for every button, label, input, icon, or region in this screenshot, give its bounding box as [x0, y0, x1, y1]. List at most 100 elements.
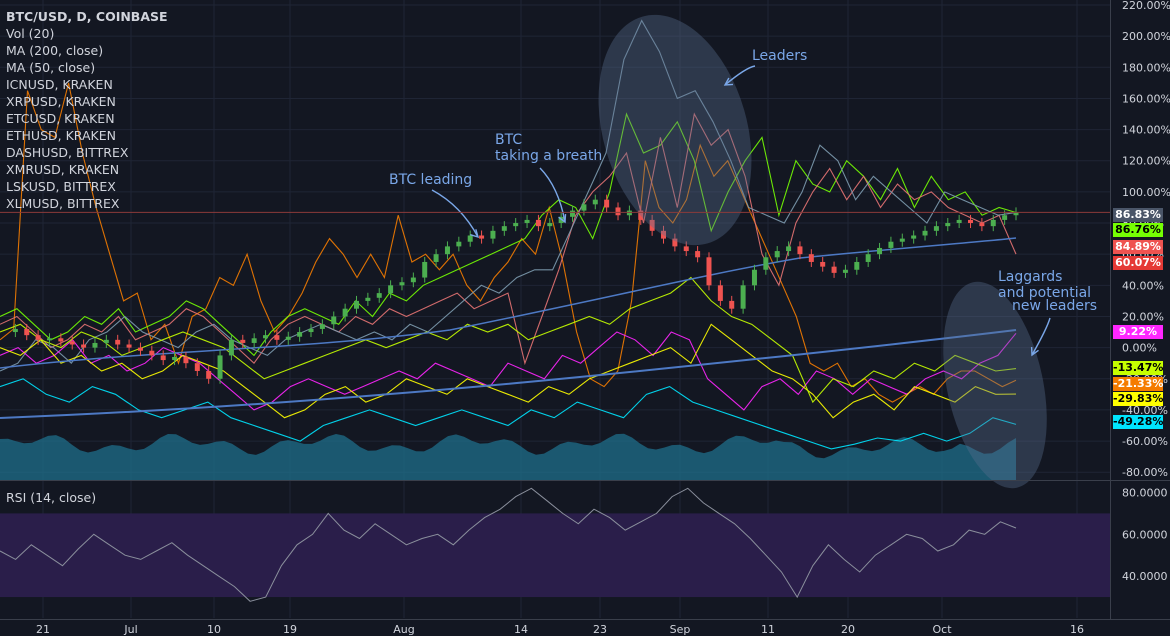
y-tick-label: 220.00%: [1122, 0, 1170, 12]
candle-body: [58, 338, 64, 342]
volume-area: [0, 433, 1016, 480]
candle-body: [547, 223, 553, 227]
legend-item: XLMUSD, BITTREX: [6, 196, 120, 211]
last-value-label: 84.89%: [1113, 240, 1163, 254]
highlight-laggards: [943, 281, 1047, 489]
candle-body: [126, 344, 132, 348]
candles: [12, 194, 1019, 384]
candle-body: [410, 277, 416, 283]
candle-body: [388, 285, 394, 294]
y-tick-label: 200.00%: [1122, 30, 1170, 43]
candle-body: [899, 238, 905, 242]
x-tick-label: 16: [1070, 623, 1084, 636]
series-line-slate: [0, 19, 1017, 372]
legend-item: ETHUSD, KRAKEN: [6, 128, 116, 143]
candle-body: [979, 223, 985, 227]
last-value-label: -13.47%: [1113, 361, 1164, 375]
y-tick-label: 100.00%: [1122, 186, 1170, 199]
y-tick-label: 20.00%: [1122, 310, 1164, 323]
candle-body: [422, 261, 428, 278]
rsi-band-rect: [0, 513, 1110, 598]
x-tick-label: 20: [841, 623, 855, 636]
candle-body: [717, 285, 723, 301]
candle-body: [888, 241, 894, 248]
candle-body: [729, 300, 735, 309]
candle-body: [649, 219, 655, 231]
y-tick-label: -80.00%: [1122, 466, 1168, 479]
candle-body: [774, 251, 780, 258]
x-tick-label: Oct: [932, 623, 952, 636]
legend: BTC/USD, D, COINBASE Vol (20) MA (200, c…: [6, 8, 168, 212]
legend-item: MA (50, close): [6, 60, 96, 75]
annotation-btc-breath-2: taking a breath: [495, 148, 603, 164]
legend-item: XRPUSD, KRAKEN: [6, 94, 116, 109]
ma50-line: [0, 237, 1017, 369]
legend-item: LSKUSD, BITTREX: [6, 179, 116, 194]
candle-body: [285, 336, 291, 340]
candle-body: [319, 324, 325, 329]
last-value-label: 60.07%: [1113, 256, 1163, 270]
series-line-lime: [0, 276, 1017, 404]
candle-body: [933, 226, 939, 231]
candle-body: [1013, 212, 1019, 216]
y-tick-label: 180.00%: [1122, 61, 1170, 74]
x-tick-label: 14: [514, 623, 528, 636]
last-value-label: 86.76%: [1113, 223, 1163, 237]
series-line-cyan: [0, 378, 1017, 450]
arrow-btc-leading: [431, 189, 479, 238]
candle-body: [990, 219, 996, 227]
rsi-tick-label: 60.0000: [1122, 528, 1168, 541]
candle-body: [763, 257, 769, 270]
candle-body: [399, 282, 405, 286]
candle-body: [137, 347, 143, 351]
x-tick-label: 10: [207, 623, 221, 636]
candle-body: [831, 266, 837, 273]
candle-body: [535, 219, 541, 227]
candle-body: [103, 339, 109, 343]
candle-body: [820, 261, 826, 267]
candle-body: [911, 235, 917, 239]
x-tick-label: Sep: [670, 623, 691, 636]
arrow-laggards-head: [1030, 346, 1039, 357]
candle-body: [661, 230, 667, 239]
arrow-btc-breath: [539, 167, 566, 223]
candle-body: [433, 254, 439, 262]
candle-body: [638, 210, 644, 220]
candle-body: [35, 335, 41, 340]
candle-body: [183, 356, 189, 364]
annotation-laggards-3: new leaders: [1012, 298, 1098, 314]
x-tick-label: 23: [593, 623, 607, 636]
x-tick-label: 21: [36, 623, 50, 636]
annotation-btc-breath-1: BTC: [495, 132, 523, 148]
candle-body: [240, 339, 246, 343]
candle-body: [24, 328, 30, 336]
annotation-laggards-1: Laggards: [998, 269, 1063, 285]
candle-body: [456, 241, 462, 247]
candle-body: [160, 355, 166, 361]
candle-body: [1002, 215, 1008, 220]
y-tick-label: -40.00%: [1122, 404, 1168, 417]
x-tick-label: 19: [283, 623, 297, 636]
candle-body: [490, 230, 496, 239]
annotation-arrows: [431, 65, 1051, 357]
candle-body: [376, 293, 382, 298]
x-tick-label: 11: [761, 623, 775, 636]
candle-body: [467, 235, 473, 242]
x-tick-label: Aug: [393, 623, 414, 636]
candle-body: [604, 199, 610, 208]
candle-body: [922, 230, 928, 236]
candle-body: [513, 223, 519, 227]
arrow-laggards: [1031, 317, 1051, 356]
candle-body: [626, 210, 632, 216]
legend-item: ICNUSD, KRAKEN: [6, 77, 113, 92]
rsi-line: [0, 487, 1017, 602]
arrow-btc-breath-head: [558, 213, 567, 224]
candle-body: [194, 363, 200, 371]
annotation-laggards-2: and potential: [998, 285, 1092, 301]
legend-item: DASHUSD, BITTREX: [6, 145, 129, 160]
volume-bars: [0, 433, 1016, 480]
candle-body: [149, 350, 155, 356]
y-tick-label: 40.00%: [1122, 279, 1164, 292]
candle-body: [251, 338, 257, 343]
